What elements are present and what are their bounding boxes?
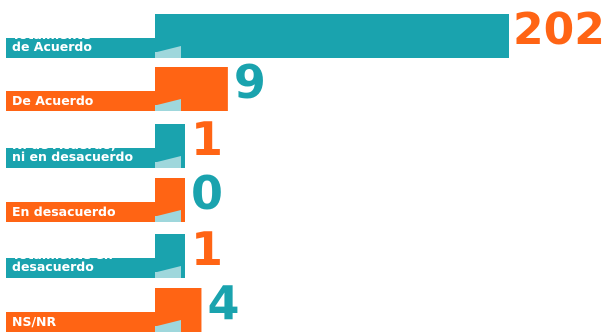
bar-band-totalmente-en-desacuerdo [6,258,181,278]
bar-accent-tip-ns-nr [157,320,181,326]
category-label-ni-de-acuerdo: Ni de Acuerdo, ni en desacuerdo [12,137,134,164]
bar-accent-tip-de-acuerdo [157,99,181,105]
value-label-de-acuerdo: 9 [233,55,266,109]
bar-accent-de-acuerdo [155,105,181,111]
bar-band-ns-nr [6,312,181,332]
category-label-en-desacuerdo: En desacuerdo [12,204,116,219]
bar-accent-tip-ni-de-acuerdo [157,156,181,162]
value-label-totalmente-de-acuerdo: 202 [513,4,605,55]
value-label-ns-nr: 4 [207,276,240,330]
bar-accent-tip-totalmente-de-acuerdo [157,46,181,52]
bar-accent-tip-totalmente-en-desacuerdo [157,266,181,272]
bar-accent-ns-nr [155,326,181,332]
value-label-totalmente-en-desacuerdo: 1 [191,222,224,276]
value-label-en-desacuerdo: 0 [191,166,224,220]
category-label-ns-nr: NS/NR [12,314,57,329]
bar-accent-totalmente-de-acuerdo [155,52,181,58]
bar-band-de-acuerdo [6,91,181,111]
bar-band-en-desacuerdo [6,202,181,222]
bar-band-ni-de-acuerdo [6,148,181,168]
category-label-totalmente-en-desacuerdo: Totalmente en desacuerdo [12,247,113,274]
bar-band-totalmente-de-acuerdo [6,38,181,58]
category-label-de-acuerdo: De Acuerdo [12,93,94,108]
bar-accent-tip-en-desacuerdo [157,210,181,216]
bar-accent-ni-de-acuerdo [155,162,181,168]
bar-accent-en-desacuerdo [155,216,181,222]
value-label-ni-de-acuerdo: 1 [191,112,224,166]
category-label-totalmente-de-acuerdo: Totalmente de Acuerdo [12,27,92,54]
bar-accent-totalmente-en-desacuerdo [155,272,181,278]
bar-totalmente-de-acuerdo [155,14,509,58]
